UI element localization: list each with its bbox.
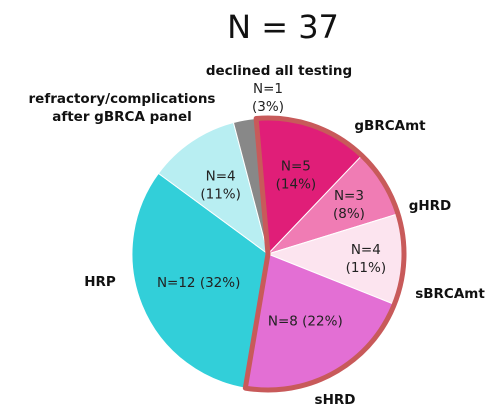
- category-label-refractory-complications-after-gbrca-panel: refractory/complications after gBRCA pane…: [29, 91, 216, 125]
- category-label-gbrcamt: gBRCAmt: [354, 118, 426, 134]
- slice-value-label-sbrcamt: N=4 (11%): [346, 242, 387, 276]
- category-label-declined-all-testing: declined all testing: [206, 63, 352, 79]
- pie-slices: [131, 117, 405, 391]
- category-label-sbrcamt: sBRCAmt: [415, 286, 485, 302]
- slice-value-label-declined-all-testing: N=1 (3%): [252, 81, 284, 115]
- slice-value-label-hrp: N=12 (32%): [157, 275, 240, 291]
- pie-labels: N=5 (14%) gBRCAmt N=3 (8%) gHRD N=4 (11%) sBRCAm…: [29, 63, 486, 408]
- slice-value-label-gbrcamt: N=5 (14%): [276, 158, 317, 192]
- slice-value-label-refractory-complications-after-gbrca-panel: N=4 (11%): [200, 168, 241, 202]
- category-label-ghrd: gHRD: [409, 198, 452, 214]
- chart-title: N = 37: [227, 8, 339, 46]
- category-label-shrd: sHRD: [315, 392, 356, 408]
- category-label-hrp: HRP: [84, 274, 116, 290]
- highlight-outline: [242, 115, 407, 393]
- slice-value-label-shrd: N=8 (22%): [268, 313, 343, 329]
- pie-slice-refractory-complications-after-gbrca-panel: [157, 121, 269, 256]
- slice-value-label-ghrd: N=3 (8%): [333, 188, 365, 222]
- pie-slice-hrp: [131, 172, 269, 389]
